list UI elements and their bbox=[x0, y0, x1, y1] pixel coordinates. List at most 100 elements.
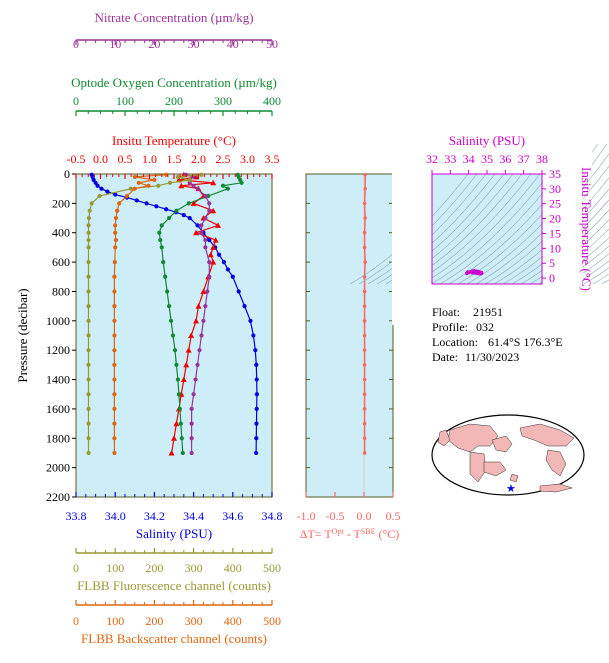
salinity-point bbox=[225, 267, 230, 272]
backscatter-point bbox=[113, 245, 118, 250]
delta-t-point bbox=[362, 201, 367, 206]
salinity-point bbox=[254, 377, 259, 382]
backscatter-point bbox=[113, 223, 118, 228]
nitrate-point bbox=[195, 186, 200, 191]
backscatter-point bbox=[112, 377, 117, 382]
salinity-point bbox=[248, 318, 253, 323]
profile-series-layer bbox=[86, 171, 260, 456]
temperature-point bbox=[178, 182, 185, 189]
nitrate-point bbox=[189, 421, 194, 426]
oxygen-point bbox=[178, 421, 183, 426]
temperature-point bbox=[210, 207, 217, 214]
backscatter-point bbox=[132, 174, 137, 180]
nitrate-point bbox=[191, 183, 196, 188]
salinity-point bbox=[254, 450, 259, 456]
nitrate-point bbox=[207, 208, 212, 213]
ts-salinity-tick-label: 35 bbox=[481, 152, 493, 166]
salinity-point bbox=[99, 186, 104, 191]
delta-t-point bbox=[363, 216, 367, 220]
salinity-point bbox=[236, 289, 241, 294]
temperature-tick-label: 2.5 bbox=[216, 152, 231, 166]
backscatter-point bbox=[112, 333, 117, 338]
density-contour bbox=[583, 267, 609, 285]
temperature-point bbox=[168, 449, 175, 456]
salinity-tick-label: 34.4 bbox=[183, 509, 204, 523]
ts-salinity-tick-label: 37 bbox=[518, 152, 530, 166]
backscatter-point bbox=[164, 172, 169, 177]
oxygen-point bbox=[170, 333, 176, 338]
salinity-point bbox=[242, 304, 247, 309]
fluorescence-axis-label: FLBB Fluorescence channel (counts) bbox=[77, 578, 271, 593]
float-value: 21951 bbox=[473, 305, 503, 319]
temperature-point bbox=[171, 435, 177, 441]
salinity-point bbox=[154, 204, 159, 209]
backscatter-point bbox=[113, 230, 118, 235]
delta-t-tick-label: -1.0 bbox=[297, 509, 316, 523]
temperature-point bbox=[200, 288, 207, 294]
oxygen-tick-label: 200 bbox=[165, 94, 183, 108]
salinity-point bbox=[95, 183, 100, 188]
nitrate-point bbox=[203, 304, 208, 309]
delta-t-tick-label: 0.0 bbox=[357, 509, 372, 523]
ts-temperature-tick-label: 20 bbox=[549, 212, 561, 226]
oxygen-tick-label: 400 bbox=[263, 94, 281, 108]
fluorescence-tick-label: 400 bbox=[224, 561, 242, 575]
backscatter-point bbox=[152, 177, 157, 182]
delta-t-tick-label: 0.5 bbox=[386, 509, 401, 523]
delta-t-point bbox=[362, 436, 367, 441]
world-map: ★ bbox=[431, 414, 585, 496]
ts-mask-top bbox=[392, 134, 592, 174]
salinity-tick-label: 34.6 bbox=[222, 509, 243, 523]
temperature-point bbox=[173, 420, 180, 427]
oxygen-point bbox=[179, 436, 184, 441]
oxygen-point bbox=[159, 245, 164, 250]
oxygen-line bbox=[158, 174, 243, 454]
salinity-point bbox=[195, 223, 200, 228]
salinity-point bbox=[253, 348, 258, 353]
ts-point bbox=[473, 271, 477, 275]
temperature-point bbox=[195, 303, 202, 309]
pressure-tick-label: 400 bbox=[52, 226, 70, 240]
oxygen-point bbox=[225, 186, 230, 191]
nitrate-tick-label: 40 bbox=[227, 37, 239, 51]
salinity-tick-label: 33.8 bbox=[66, 509, 87, 523]
delta-t-layer: -1.0 -0.5 0.0 0.5 ΔT= TOpt - TSBE (°C) bbox=[297, 172, 401, 541]
oxygen-point bbox=[159, 223, 164, 228]
temperature-point bbox=[207, 251, 214, 258]
ts-temperature-tick-label: 35 bbox=[549, 167, 561, 181]
backscatter-point bbox=[112, 406, 117, 412]
delta-t-point bbox=[363, 260, 367, 264]
fluorescence-point bbox=[86, 377, 91, 382]
delta-t-point bbox=[362, 392, 367, 397]
backscatter-line bbox=[113, 174, 167, 453]
temperature-tick-label: 3.5 bbox=[265, 152, 280, 166]
pressure-tick-label: 1600 bbox=[46, 402, 70, 416]
density-contour bbox=[574, 260, 609, 285]
nitrate-point bbox=[189, 406, 194, 412]
profile-value: 032 bbox=[476, 320, 494, 334]
temperature-axis-label: Insitu Temperature (°C) bbox=[112, 133, 236, 148]
nitrate-point bbox=[197, 348, 202, 353]
fluorescence-point bbox=[86, 274, 91, 279]
nitrate-point bbox=[187, 180, 192, 185]
pressure-tick-label: 2200 bbox=[46, 490, 70, 504]
delta-t-point bbox=[362, 407, 367, 411]
fluorescence-tick-label: 0 bbox=[73, 561, 79, 575]
pressure-tick-label: 600 bbox=[52, 255, 70, 269]
backscatter-point bbox=[112, 318, 117, 323]
pressure-axis-label: Pressure (decibar) bbox=[15, 288, 30, 382]
pressure-tick-label: 0 bbox=[64, 167, 70, 181]
backscatter-point bbox=[136, 180, 141, 185]
backscatter-point bbox=[112, 421, 117, 426]
delta-t-point bbox=[362, 363, 367, 367]
delta-t-point bbox=[362, 451, 367, 455]
nitrate-axis-label: Nitrate Concentration (µm/kg) bbox=[94, 10, 253, 25]
backscatter-point bbox=[112, 274, 117, 279]
nitrate-point bbox=[199, 333, 204, 338]
date-value: 11/30/2023 bbox=[465, 350, 519, 364]
salinity-tick-label: 34.0 bbox=[105, 509, 126, 523]
salinity-tick-label: 34.8 bbox=[262, 509, 283, 523]
backscatter-point bbox=[112, 304, 117, 309]
oxygen-point bbox=[174, 362, 179, 367]
